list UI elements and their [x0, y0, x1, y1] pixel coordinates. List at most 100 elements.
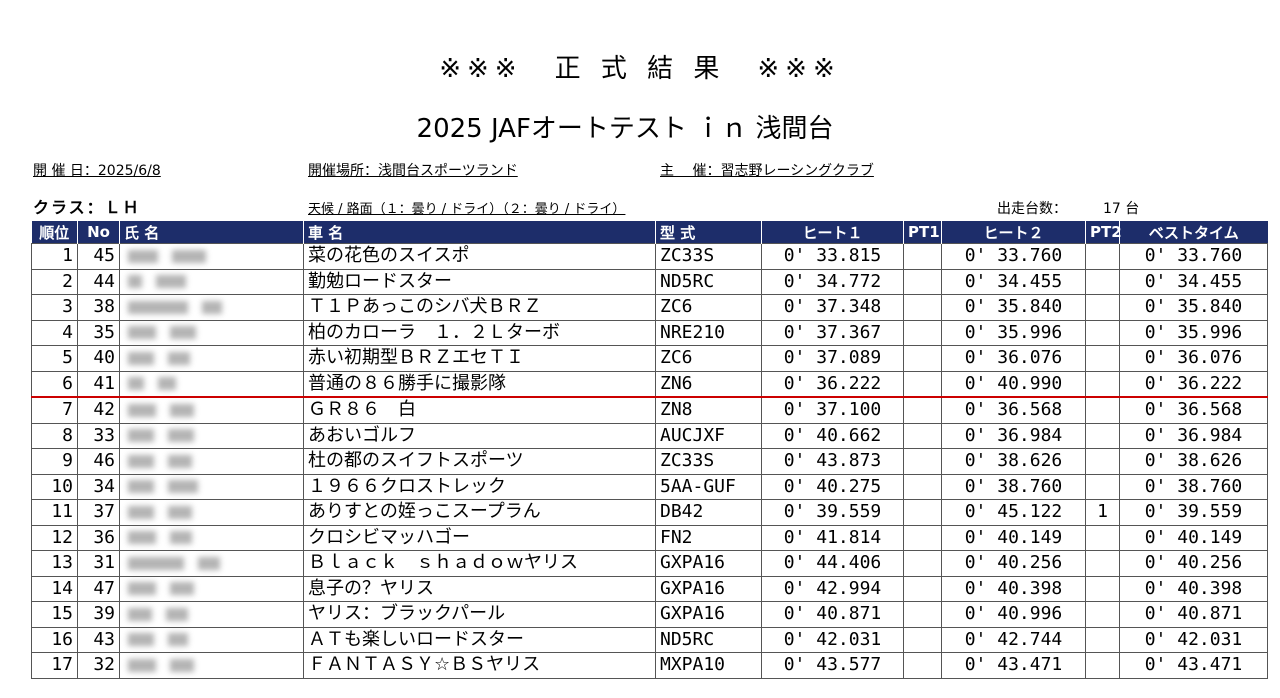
- rank-cell: 12: [31, 524, 78, 551]
- pt1-cell: [903, 345, 942, 372]
- pt2-cell: [1085, 345, 1120, 372]
- best-time-cell: 0' 38.626: [1119, 448, 1268, 475]
- redacted-name-block: [128, 377, 144, 391]
- pt1-cell: [903, 319, 942, 346]
- redacted-name-block: [128, 249, 158, 263]
- redacted-name-block: [128, 300, 188, 314]
- rank-cell: 8: [31, 422, 78, 449]
- redacted-name-block: [168, 429, 194, 443]
- heat2-cell: 0' 36.984: [941, 422, 1086, 449]
- redacted-name-block: [170, 531, 192, 545]
- driver-name-cell: [119, 345, 304, 372]
- rank-cell: 17: [31, 652, 78, 679]
- table-row: 17 32 ＦＡＮＴＡＳＹ☆ＢＳヤリス MXPA10 0' 43.577 0' 43.47…: [31, 652, 1268, 679]
- pt1-cell: [903, 473, 942, 500]
- rank-cell: 5: [31, 345, 78, 372]
- pt1-cell: [903, 524, 942, 551]
- redacted-name-block: [170, 582, 194, 596]
- best-time-cell: 0' 35.840: [1119, 294, 1268, 321]
- driver-name-cell: [119, 652, 304, 679]
- heat1-cell: 0' 43.577: [761, 652, 904, 679]
- driver-name-cell: [119, 396, 304, 424]
- number-cell: 31: [77, 550, 120, 577]
- driver-name-cell: [119, 370, 304, 398]
- heat2-cell: 0' 40.149: [941, 524, 1086, 551]
- pt1-cell: [903, 652, 942, 679]
- redacted-name-block: [128, 429, 154, 443]
- pt2-cell: [1085, 652, 1120, 679]
- number-cell: 43: [77, 626, 120, 653]
- rank-cell: 9: [31, 448, 78, 475]
- pt1-cell: [903, 370, 942, 398]
- model-cell: GXPA16: [655, 550, 762, 577]
- driver-name-cell: [119, 319, 304, 346]
- model-cell: ZC6: [655, 345, 762, 372]
- car-name-cell: Ｂｌａｃｋ ｓｈａｄｏｗヤリス: [303, 550, 656, 577]
- event-title: 2025 JAFオートテスト ｉｎ 浅間台: [416, 114, 834, 144]
- col-best: ベストタイム: [1119, 221, 1268, 244]
- number-cell: 41: [77, 370, 120, 398]
- redacted-name-block: [128, 454, 154, 468]
- number-cell: 32: [77, 652, 120, 679]
- redacted-name-block: [128, 275, 142, 289]
- pt1-cell: [903, 575, 942, 602]
- best-time-cell: 0' 40.871: [1119, 601, 1268, 628]
- pt1-cell: [903, 422, 942, 449]
- driver-name-cell: [119, 499, 304, 526]
- heat1-cell: 0' 37.367: [761, 319, 904, 346]
- car-name-cell: 勤勉ロードスター: [303, 268, 656, 295]
- table-row: 8 33 あおいゴルフ AUCJXF 0' 40.662 0' 36.984 0' 36.9…: [31, 422, 1268, 449]
- number-cell: 45: [77, 243, 120, 270]
- number-cell: 38: [77, 294, 120, 321]
- table-row: 11 37 ありすとの姪っこスープラん DB42 0' 39.559 0' 45.122 1…: [31, 499, 1268, 526]
- redacted-name-block: [128, 658, 156, 672]
- heat2-cell: 0' 35.996: [941, 319, 1086, 346]
- car-name-cell: ＦＡＮＴＡＳＹ☆ＢＳヤリス: [303, 652, 656, 679]
- model-cell: ND5RC: [655, 268, 762, 295]
- table-row: 16 43 ＡＴも楽しいロードスター ND5RC 0' 42.031 0' 42.744 0…: [31, 626, 1268, 653]
- col-driver: 氏 名: [119, 221, 304, 244]
- pt1-cell: [903, 294, 942, 321]
- page-title: ※※※ 正 式 結 果 ※※※: [439, 54, 841, 84]
- redacted-name-block: [168, 505, 192, 519]
- rank-cell: 16: [31, 626, 78, 653]
- redacted-name-block: [198, 556, 220, 570]
- redacted-name-block: [166, 607, 188, 621]
- table-header-row: 順位 No 氏 名 車 名 型 式 ヒート１ PT1 ヒート２ PT2 ベストタ…: [31, 221, 1268, 244]
- redacted-name-block: [128, 403, 156, 417]
- heat1-cell: 0' 36.222: [761, 370, 904, 398]
- car-name-cell: 菜の花色のスイスポ: [303, 243, 656, 270]
- rank-cell: 2: [31, 268, 78, 295]
- class-label: クラス：ＬＨ: [33, 198, 141, 217]
- rank-cell: 1: [31, 243, 78, 270]
- number-cell: 33: [77, 422, 120, 449]
- redacted-name-block: [128, 607, 152, 621]
- entries-count: 17 台: [1103, 201, 1140, 217]
- car-name-cell: ＡＴも楽しいロードスター: [303, 626, 656, 653]
- best-time-cell: 0' 36.984: [1119, 422, 1268, 449]
- pt1-cell: [903, 448, 942, 475]
- heat2-cell: 0' 36.568: [941, 396, 1086, 424]
- table-row: 1 45 菜の花色のスイスポ ZC33S 0' 33.815 0' 33.760 0' 33…: [31, 243, 1268, 270]
- number-cell: 34: [77, 473, 120, 500]
- heat2-cell: 0' 40.996: [941, 601, 1086, 628]
- pt1-cell: [903, 499, 942, 526]
- redacted-name-block: [158, 377, 176, 391]
- number-cell: 42: [77, 396, 120, 424]
- driver-name-cell: [119, 422, 304, 449]
- redacted-name-block: [170, 658, 194, 672]
- pt1-cell: [903, 601, 942, 628]
- number-cell: 35: [77, 319, 120, 346]
- redacted-name-block: [168, 480, 198, 494]
- pt2-cell: [1085, 268, 1120, 295]
- redacted-name-block: [170, 403, 194, 417]
- heat1-cell: 0' 41.814: [761, 524, 904, 551]
- col-pt1: PT1: [903, 221, 942, 244]
- best-time-cell: 0' 35.996: [1119, 319, 1268, 346]
- best-time-cell: 0' 39.559: [1119, 499, 1268, 526]
- weather-info: 天候 / 路面（１：曇り / ドライ）（２：曇り / ドライ）: [308, 202, 626, 217]
- redacted-name-block: [128, 505, 154, 519]
- model-cell: ZN6: [655, 370, 762, 398]
- pt1-cell: [903, 268, 942, 295]
- table-row: 4 35 柏のカローラ １．２Ｌターボ NRE210 0' 37.367 0' 35.99…: [31, 319, 1268, 346]
